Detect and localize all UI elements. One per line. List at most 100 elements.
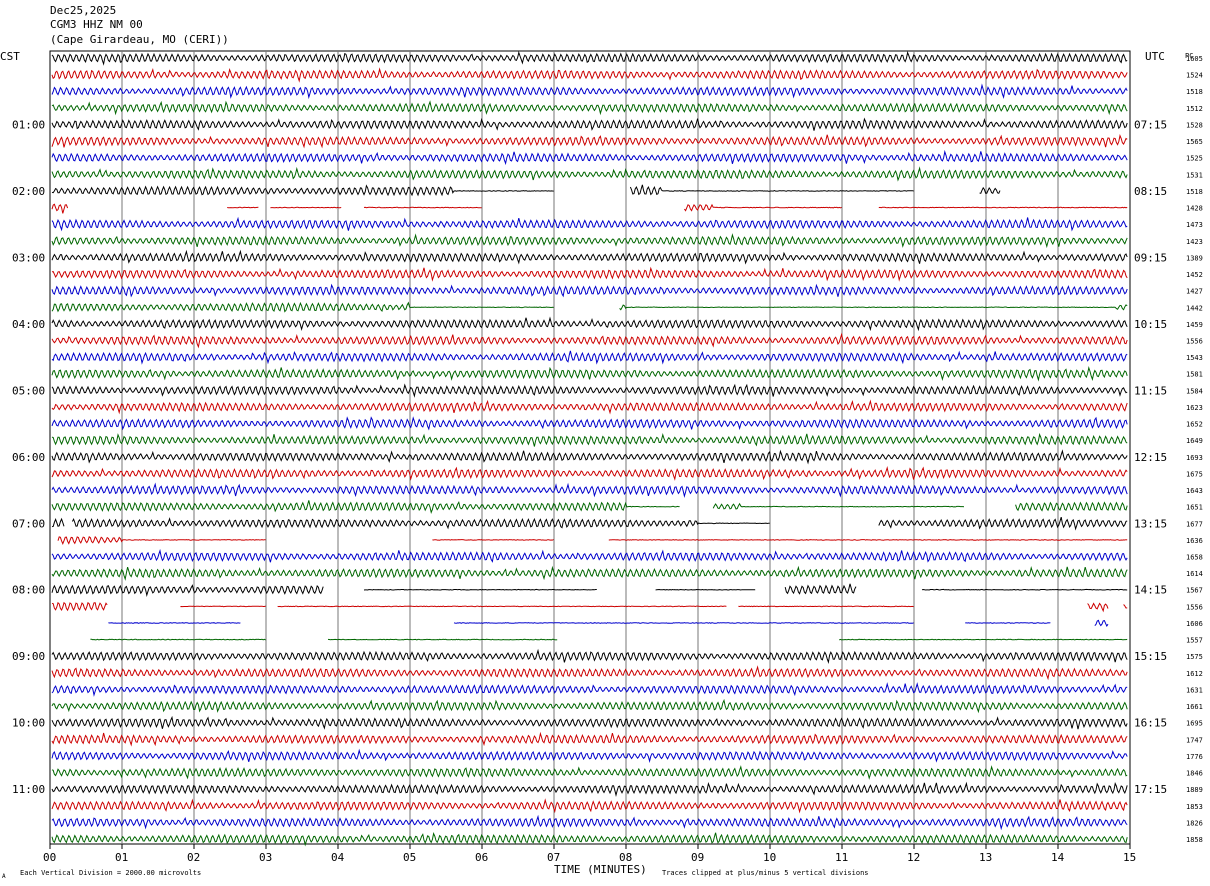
trace-line bbox=[51, 332, 1128, 349]
trace-line bbox=[51, 350, 1128, 365]
trace-pc-value: 1636 bbox=[1186, 537, 1203, 545]
x-tick-label: 05 bbox=[403, 851, 416, 864]
trace-line bbox=[51, 814, 1128, 831]
cst-hour-labels: 01:00 02:00 03:00 04:00 05:00 06:00 07:00 08:00… bbox=[12, 118, 45, 796]
corner-mark: A bbox=[2, 873, 6, 880]
trace-pc-value: 1858 bbox=[1186, 836, 1203, 844]
trace-pc-value: 1652 bbox=[1186, 421, 1203, 429]
cst-hour-label: 05:00 bbox=[12, 384, 45, 397]
trace-line bbox=[51, 383, 1128, 398]
cst-hour-label: 09:00 bbox=[12, 650, 45, 663]
trace-pc-value: 1776 bbox=[1186, 753, 1203, 761]
x-tick-label: 12 bbox=[907, 851, 920, 864]
trace-pc-value: 1605 bbox=[1186, 55, 1203, 63]
trace-line bbox=[51, 184, 1001, 197]
trace-pc-value: 1675 bbox=[1186, 470, 1203, 478]
trace-pc-value: 1853 bbox=[1186, 803, 1203, 811]
utc-hour-label: 11:15 bbox=[1134, 384, 1167, 397]
trace-pc-value: 1512 bbox=[1186, 105, 1203, 113]
x-tick-label: 09 bbox=[691, 851, 704, 864]
trace-line bbox=[51, 366, 1128, 382]
trace-pc-value: 1747 bbox=[1186, 736, 1203, 744]
trace-pc-value: 1389 bbox=[1186, 254, 1203, 262]
trace-line bbox=[51, 249, 1128, 265]
utc-hour-label: 10:15 bbox=[1134, 318, 1167, 331]
trace-line bbox=[51, 316, 1128, 332]
plot-date: Dec25,2025 bbox=[50, 4, 117, 17]
trace-pc-value: 1575 bbox=[1186, 653, 1203, 661]
trace-line bbox=[51, 149, 1128, 166]
x-axis-ticks: 00 01 02 03 04 05 06 07 08 09 10 11 12 13 14 15 bbox=[43, 844, 1136, 864]
cst-hour-label: 02:00 bbox=[12, 185, 45, 198]
trace-pc-value: 1567 bbox=[1186, 587, 1203, 595]
trace-pc-value: 1581 bbox=[1186, 371, 1203, 379]
trace-line bbox=[51, 449, 1128, 465]
trace-line bbox=[51, 682, 1128, 697]
trace-pc-value: 1518 bbox=[1186, 88, 1203, 96]
cst-hour-label: 08:00 bbox=[12, 584, 45, 597]
utc-hour-label: 09:15 bbox=[1134, 251, 1167, 264]
trace-pc-value: 1556 bbox=[1186, 603, 1203, 611]
station-code: CGM3 HHZ NM 00 bbox=[50, 18, 143, 31]
trace-line bbox=[51, 583, 1128, 598]
station-location: (Cape Girardeau, MO (CERI)) bbox=[50, 33, 229, 46]
trace-line bbox=[51, 83, 1128, 100]
trace-pc-value: 1543 bbox=[1186, 354, 1203, 362]
utc-hour-label: 12:15 bbox=[1134, 451, 1167, 464]
utc-label: UTC bbox=[1145, 50, 1165, 63]
seismic-traces bbox=[51, 50, 1128, 847]
trace-line bbox=[51, 50, 1128, 66]
trace-line bbox=[51, 715, 1128, 730]
utc-hour-label: 07:15 bbox=[1134, 118, 1167, 131]
utc-hour-label: 15:15 bbox=[1134, 650, 1167, 663]
cst-hour-label: 03:00 bbox=[12, 251, 45, 264]
trace-pc-value: 1556 bbox=[1186, 337, 1203, 345]
cst-hour-label: 10:00 bbox=[12, 717, 45, 730]
trace-pc-value: 1557 bbox=[1186, 637, 1203, 645]
cst-hour-label: 11:00 bbox=[12, 783, 45, 796]
trace-pc-value: 1614 bbox=[1186, 570, 1203, 578]
x-tick-label: 10 bbox=[763, 851, 776, 864]
cst-hour-label: 01:00 bbox=[12, 118, 45, 131]
x-tick-label: 14 bbox=[1051, 851, 1065, 864]
x-tick-label: 07 bbox=[547, 851, 560, 864]
trace-line bbox=[108, 619, 1109, 628]
trace-line bbox=[51, 266, 1128, 282]
trace-line bbox=[51, 399, 1128, 415]
x-tick-label: 06 bbox=[475, 851, 488, 864]
trace-pc-value: 1677 bbox=[1186, 520, 1203, 528]
trace-line bbox=[51, 166, 1128, 182]
trace-line bbox=[51, 216, 1128, 232]
trace-pc-value: 1442 bbox=[1186, 304, 1203, 312]
trace-pc-value: 1606 bbox=[1186, 620, 1203, 628]
clip-note: Traces clipped at plus/minus 5 vertical … bbox=[662, 869, 869, 877]
trace-pc-value: 1531 bbox=[1186, 171, 1203, 179]
trace-pc-value: 1428 bbox=[1186, 205, 1203, 213]
trace-line bbox=[51, 765, 1128, 780]
trace-pc-value: 1826 bbox=[1186, 819, 1203, 827]
trace-line bbox=[51, 798, 1128, 814]
plot-frame bbox=[49, 50, 1131, 845]
trace-pc-labels: 1605 1524 1518 1512 1528 1565 1525 1531 1518 1428… bbox=[1186, 55, 1203, 844]
trace-line bbox=[51, 698, 1128, 714]
trace-pc-value: 1524 bbox=[1186, 72, 1203, 80]
utc-hour-label: 08:15 bbox=[1134, 185, 1167, 198]
trace-line bbox=[51, 832, 1128, 847]
trace-line bbox=[51, 500, 1128, 515]
trace-line bbox=[51, 117, 1128, 131]
trace-pc-value: 1649 bbox=[1186, 437, 1203, 445]
x-tick-label: 04 bbox=[331, 851, 345, 864]
x-tick-label: 03 bbox=[259, 851, 272, 864]
x-axis-title: TIME (MINUTES) bbox=[554, 863, 647, 876]
trace-line bbox=[57, 535, 1128, 546]
trace-line bbox=[51, 465, 1128, 481]
trace-pc-value: 1473 bbox=[1186, 221, 1203, 229]
utc-hour-labels: 07:15 08:15 09:15 10:15 11:15 12:15 13:15 14:15… bbox=[1134, 118, 1167, 796]
trace-pc-value: 1623 bbox=[1186, 404, 1203, 412]
utc-hour-label: 14:15 bbox=[1134, 584, 1167, 597]
trace-line bbox=[51, 134, 1128, 149]
trace-line bbox=[51, 100, 1128, 116]
trace-line bbox=[51, 601, 1128, 613]
trace-pc-value: 1427 bbox=[1186, 288, 1203, 296]
